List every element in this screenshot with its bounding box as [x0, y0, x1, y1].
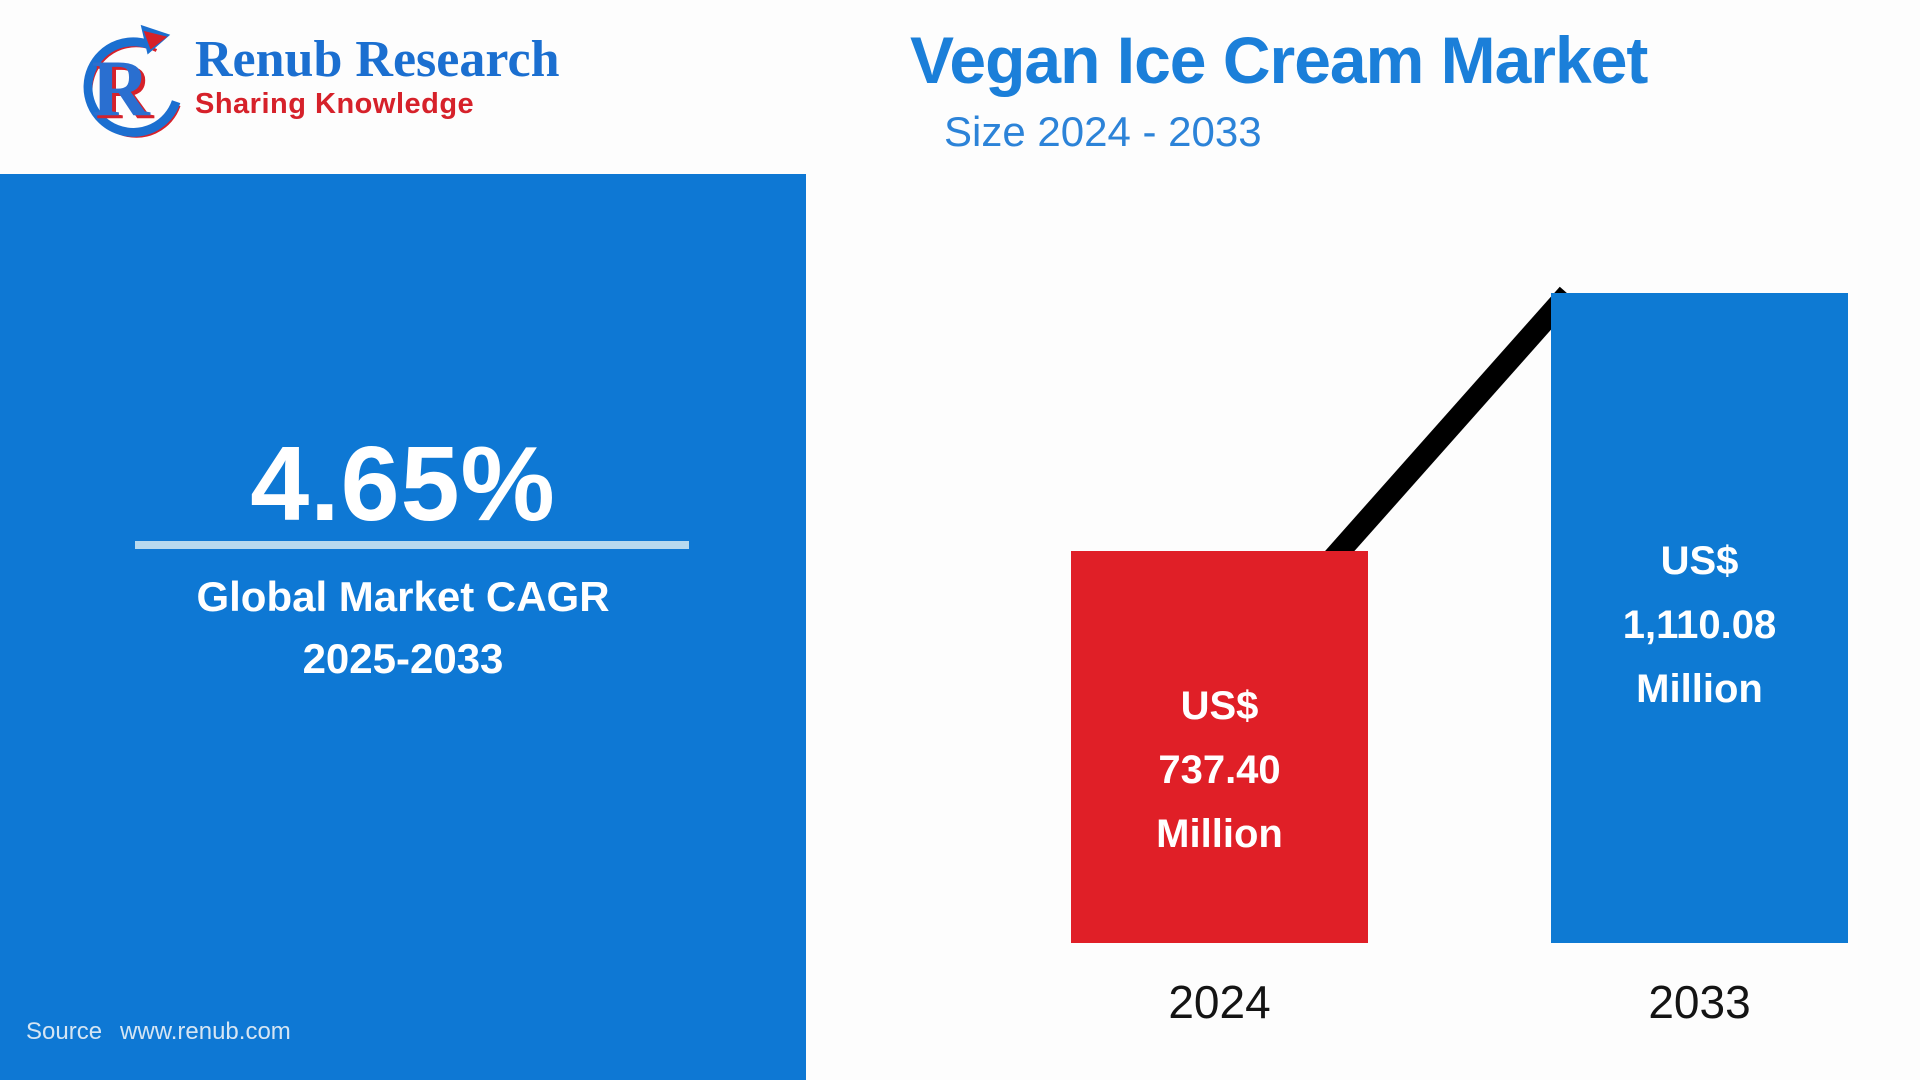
cagr-divider [135, 541, 689, 549]
axis-label-2033: 2033 [1648, 976, 1751, 1028]
bar-2033-unit: Million [1636, 667, 1763, 711]
bar-2024-currency: US$ [1180, 684, 1259, 728]
bar-2024-unit: Million [1156, 812, 1283, 856]
bar-2024-value: 737.40 [1158, 748, 1281, 792]
bar-2024: US$ 737.40 Million [1071, 551, 1368, 943]
svg-text:R: R [91, 44, 150, 133]
logo-brand: Renub Research [195, 31, 560, 88]
cagr-label: Global Market CAGR 2025-2033 [0, 566, 806, 690]
svg-text:R: R [95, 47, 154, 136]
logo-text: Renub Research Sharing Knowledge [195, 31, 560, 121]
source-url: www.renub.com [120, 1018, 291, 1045]
source-label: Source [26, 1018, 103, 1045]
bar-2033: US$ 1,110.08 Million [1551, 293, 1848, 943]
cagr-value: 4.65% [250, 425, 556, 543]
cagr-label-line1: Global Market CAGR [196, 573, 610, 620]
bar-2033-value: 1,110.08 [1622, 603, 1777, 647]
cagr-label-line2: 2025-2033 [302, 635, 504, 682]
source-note: Source www.renub.com [26, 1018, 291, 1046]
cagr-panel: 4.65% Global Market CAGR 2025-2033 Sourc… [0, 174, 806, 1080]
renub-logo-icon: R R [83, 24, 181, 138]
bar-2033-currency: US$ [1660, 539, 1739, 583]
axis-label-2024: 2024 [1168, 976, 1271, 1028]
page-subtitle: Size 2024 - 2033 [944, 108, 1262, 155]
page-title: Vegan Ice Cream Market [910, 23, 1648, 97]
title-block: Vegan Ice Cream Market Size 2024 - 2033 [910, 20, 1648, 156]
renub-logo: R R Renub Research Sharing Knowledge [57, 22, 559, 144]
logo-tagline: Sharing Knowledge [195, 88, 475, 120]
